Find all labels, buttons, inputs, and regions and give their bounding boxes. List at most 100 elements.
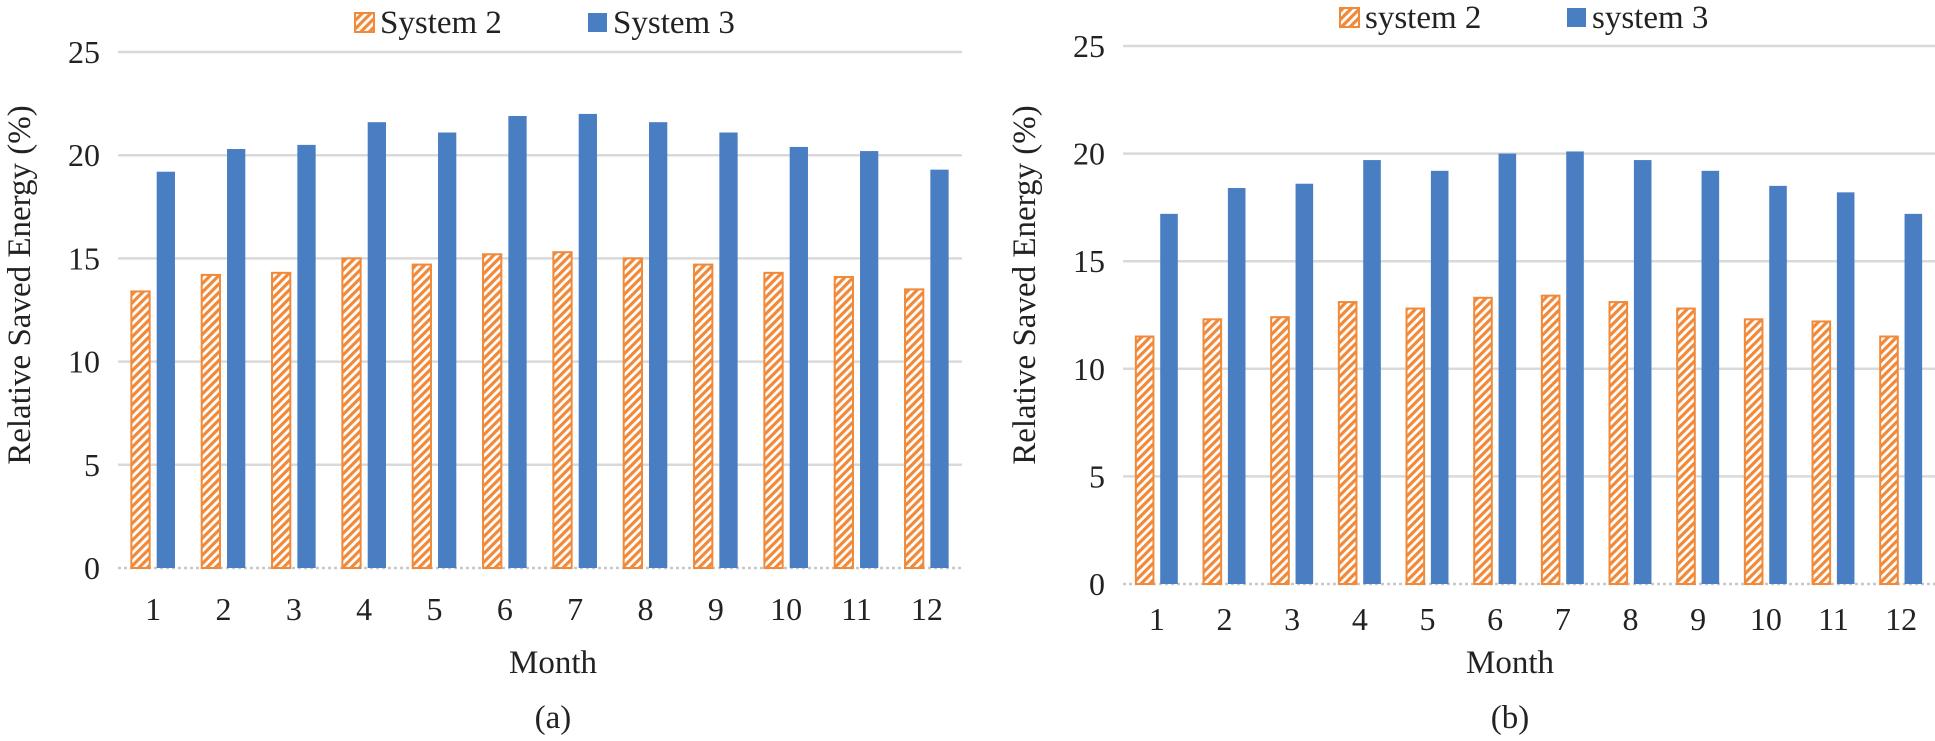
x-tick-label: 3	[1284, 601, 1300, 637]
bar-series-1	[1473, 296, 1493, 585]
bar-series-1	[1608, 301, 1629, 585]
bar-series-1	[763, 271, 784, 569]
x-tick-label: 11	[1818, 601, 1849, 637]
x-tick-label: 6	[1487, 601, 1503, 637]
panel-label-b: (b)	[1491, 700, 1529, 736]
bar-series-1	[1540, 294, 1561, 585]
legend-label-series-1: System 2	[380, 5, 502, 41]
x-tick-label: 10	[770, 591, 802, 627]
bar-series-2	[227, 149, 246, 568]
bar-series-2	[649, 122, 668, 569]
bar-series-2	[367, 122, 386, 569]
bar-series-2	[1363, 160, 1381, 584]
y-tick-label: 10	[68, 344, 100, 380]
bar-series-2	[1430, 170, 1449, 585]
x-tick-label: 3	[286, 591, 302, 627]
x-tick-label: 10	[1750, 601, 1782, 637]
y-tick-label: 15	[1073, 243, 1105, 279]
bar-series-2	[578, 113, 597, 569]
x-tick-label: 4	[1352, 601, 1368, 637]
x-tick-label: 8	[638, 591, 654, 627]
legend-swatch-series-1	[354, 12, 375, 33]
x-tick-label: 11	[841, 591, 872, 627]
bar-series-2	[930, 169, 949, 568]
x-tick-label: 5	[1420, 601, 1436, 637]
legend-a: System 2 System 3	[354, 5, 735, 41]
bar-series-2	[1769, 185, 1787, 584]
bar-series-2	[1836, 192, 1855, 584]
bar-series-1	[200, 273, 221, 569]
x-axis-title-b: Month	[1466, 645, 1555, 681]
panel-label-a: (a)	[535, 700, 572, 736]
y-axis-title-a: Relative Saved Energy (%)	[2, 105, 38, 465]
bar-series-2	[1633, 160, 1652, 584]
bar-series-2	[1566, 151, 1584, 584]
bar-series-1	[341, 257, 362, 569]
x-tick-label: 5	[427, 591, 443, 627]
bar-series-2	[1904, 213, 1923, 584]
bar-series-2	[860, 151, 879, 568]
bar-series-1	[130, 290, 151, 569]
bar-series-1	[482, 253, 503, 569]
x-tick-label: 9	[708, 591, 724, 627]
legend-label-series-1: system 2	[1365, 0, 1481, 36]
x-tick-label: 1	[145, 591, 161, 627]
bar-series-1	[1270, 316, 1290, 585]
bar-series-1	[622, 257, 643, 569]
x-tick-label: 7	[567, 591, 583, 627]
bar-series-2	[1498, 153, 1517, 584]
y-tick-label: 20	[68, 137, 100, 173]
x-tick-label: 12	[1885, 601, 1917, 637]
x-tick-label: 8	[1623, 601, 1639, 637]
y-tick-label: 5	[1089, 458, 1105, 494]
y-tick-label: 25	[1073, 28, 1105, 64]
x-tick-label: 6	[497, 591, 513, 627]
y-tick-label: 5	[84, 447, 100, 483]
bar-series-2	[1160, 213, 1178, 584]
legend-swatch-series-1	[1339, 7, 1360, 28]
bar-series-2	[719, 132, 738, 568]
bar-series-2	[438, 132, 457, 568]
bar-series-2	[1295, 183, 1314, 584]
y-tick-label: 10	[1073, 351, 1105, 387]
legend-swatch-series-2	[588, 13, 607, 32]
x-tick-label: 9	[1690, 601, 1706, 637]
x-axis-title-a: Month	[509, 645, 598, 681]
bar-series-1	[1134, 335, 1155, 585]
bar-series-2	[789, 146, 808, 568]
x-tick-label: 12	[911, 591, 943, 627]
legend-swatch-series-2	[1567, 8, 1586, 27]
bar-series-1	[833, 275, 854, 569]
y-axis-title-b: Relative Saved Energy (%)	[1007, 105, 1043, 465]
bar-series-2	[508, 115, 527, 568]
y-tick-label: 15	[68, 240, 100, 276]
bar-series-1	[411, 263, 432, 569]
x-tick-label: 2	[216, 591, 232, 627]
bar-series-1	[271, 271, 292, 569]
y-tick-label: 0	[1089, 566, 1105, 602]
legend-label-series-2: system 3	[1592, 0, 1708, 36]
bar-series-2	[156, 171, 175, 568]
bar-series-2	[297, 144, 316, 568]
bar-series-1	[1202, 318, 1223, 585]
bar-series-1	[1405, 307, 1426, 585]
x-tick-label: 1	[1149, 601, 1165, 637]
legend-label-series-2: System 3	[613, 5, 735, 41]
bar-series-1	[1811, 320, 1832, 585]
bar-series-1	[1337, 301, 1358, 585]
y-tick-label: 0	[84, 550, 100, 586]
legend-b: system 2 system 3	[1339, 0, 1708, 36]
bar-series-1	[1879, 335, 1899, 585]
bar-series-1	[693, 263, 714, 569]
bar-series-1	[1743, 318, 1764, 585]
bar-series-1	[1676, 307, 1696, 585]
y-tick-label: 20	[1073, 136, 1105, 172]
x-tick-label: 4	[356, 591, 372, 627]
bar-series-1	[552, 251, 573, 569]
bar-series-1	[904, 288, 925, 569]
bar-series-2	[1227, 188, 1246, 585]
x-tick-label: 7	[1555, 601, 1571, 637]
